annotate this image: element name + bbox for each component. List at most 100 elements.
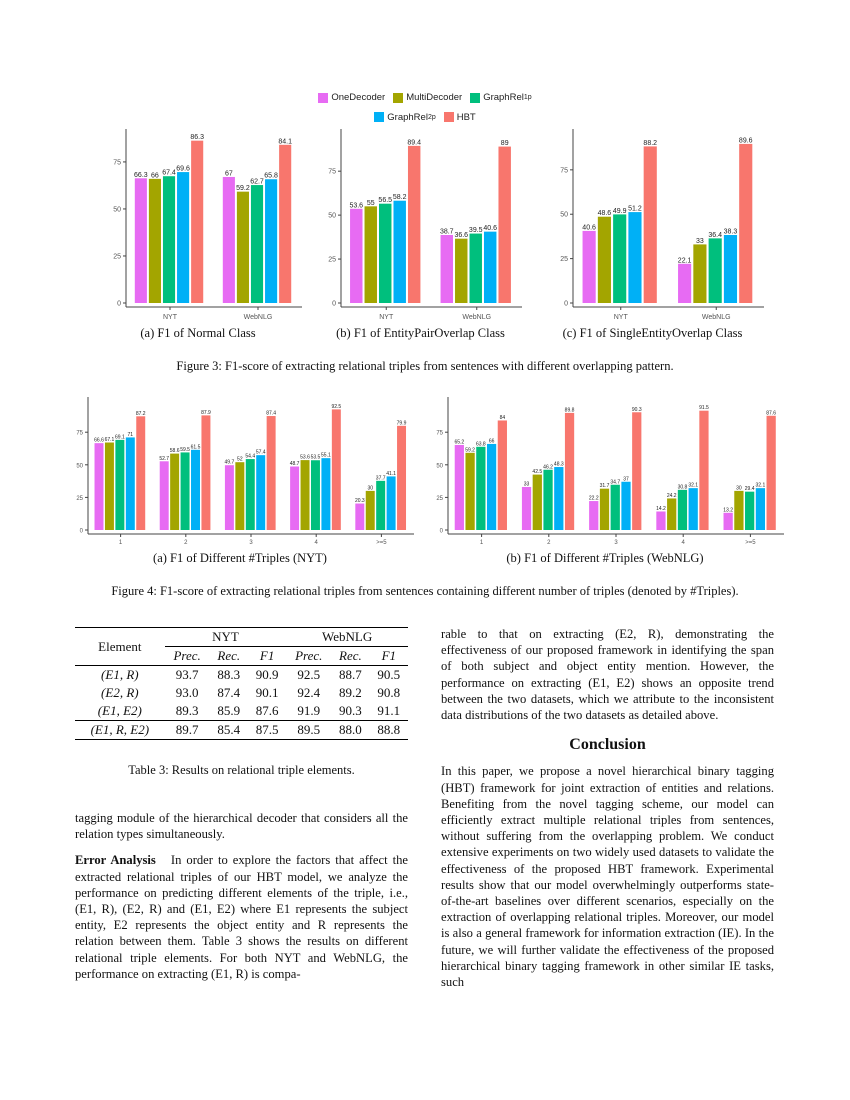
y-tick-label: 0 [117,301,121,308]
y-tick-label: 75 [76,431,83,437]
bar-hbt [407,145,421,303]
y-tick-label: 0 [564,301,568,308]
figure3-caption: Figure 3: F1-score of extracting relatio… [176,359,674,373]
bar-hbt [201,415,211,530]
data-label: 30 [367,485,373,491]
data-label: 30.8 [678,484,688,490]
bar-graphrel2p [256,455,266,530]
data-label: 49.7 [225,460,235,466]
data-label: 53.6 [300,455,310,461]
bar-graphrel2p [386,476,396,530]
x-tick-label: 3 [249,540,253,546]
bar-onedecoder [355,503,365,530]
data-label: 40.6 [483,225,497,232]
bar-hbt [699,410,709,530]
bar-onedecoder [656,511,666,530]
data-label: 59.5 [180,447,190,453]
legend-subscript: 2p [427,113,436,121]
bar-multidecoder [532,474,542,530]
data-label: 66.6 [94,438,104,444]
bar-multidecoder [148,178,161,303]
data-label: 87.9 [201,410,211,416]
bar-graphrel2p [723,234,738,303]
bar-graphrel2p [321,458,331,530]
x-tick-label: WebNLG [244,314,273,321]
data-label: 53.5 [311,455,321,461]
data-label: 34.7 [610,479,620,485]
subheader: Prec. [295,648,323,663]
y-tick-label: 75 [436,431,443,437]
data-label: 87.6 [766,410,776,416]
results-table: Element NYT WebNLG Prec. Rec. F1 Prec. R… [75,627,408,740]
bar-hbt [498,146,511,303]
table-cell: 90.5 [377,667,401,682]
group-header: WebNLG [286,627,408,647]
bar-onedecoder [94,443,104,530]
data-label: 89 [501,140,509,147]
subheader: Prec. [173,648,201,663]
data-label: 59.2 [236,185,250,192]
data-label: 86.3 [190,134,204,141]
data-label: 36.4 [708,232,722,239]
section-heading: Error Analysis [75,853,156,868]
legend-label: MultiDecoder [406,92,463,103]
bar-graphrel1p [245,459,255,530]
data-label: 71 [128,432,134,438]
data-label: 39.5 [469,227,483,234]
paragraph: In this paper, we propose a novel hierar… [441,764,774,990]
subheader: F1 [381,648,397,663]
bar-graphrel1p [543,469,553,530]
paragraph: rable to that on extracting (E2, R), dem… [441,627,774,723]
y-tick-label: 0 [80,529,84,535]
bar-graphrel1p [115,439,125,530]
y-tick-label: 50 [436,463,443,469]
chart-fig4a: 0 25 50 75 66.6 67.1 69.1 71 87.2 1 52.758.6 59.5 61… [76,397,414,546]
bar-multidecoder [104,442,114,530]
chart-fig3a: 0 25 50 75 66.3 66 67.469.6 86.3 NYT 67 59.262.765… [113,129,302,321]
data-label: 37 [623,476,629,482]
bar-multidecoder [365,490,375,530]
table-caption: Table 3: Results on relational triple el… [128,763,355,777]
right-column: rable to that on extracting (E2, R), dem… [441,626,774,990]
table-row: (E1, R, E2) 89.7 85.4 87.5 89.5 88.0 88.8 [75,720,408,740]
y-tick-label: 50 [76,463,83,469]
table-cell: 87.5 [255,722,279,737]
chart-fig3b: 0 25 50 75 53.6 55 56.5 58.2 89.4 NYT 38.736.639.5… [328,129,522,321]
bar-onedecoder [589,501,599,530]
data-label: 63.8 [476,441,486,447]
data-label: 40.6 [582,224,596,231]
table-cell: 89.2 [339,685,362,700]
table-cell: 85.4 [217,722,241,737]
bar-hbt [136,416,146,530]
x-tick-label: NYT [379,314,394,321]
bar-graphrel1p [379,203,392,303]
x-tick-label: 1 [119,540,123,546]
paragraph: tagging module of the hierarchical decod… [75,811,408,842]
table-cell: 88.3 [217,667,241,682]
bar-graphrel2p [628,212,642,303]
bar-multidecoder [693,244,707,303]
bar-multidecoder [599,488,610,530]
data-label: 92.5 [331,404,341,410]
x-tick-label: WebNLG [702,314,731,321]
data-label: 56.5 [378,197,392,204]
data-label: 36.6 [454,232,468,239]
legend-label: GraphRel [483,92,524,103]
bar-multidecoder [364,206,377,303]
data-label: 42.5 [532,469,542,475]
subheader: F1 [259,648,275,663]
x-tick-label: >=5 [376,540,387,546]
bar-graphrel2p [125,437,135,530]
data-label: 33 [696,238,704,245]
y-tick-label: 50 [113,206,121,213]
data-label: 38.3 [724,228,738,235]
bar-graphrel1p [310,460,320,530]
x-tick-label: >=5 [745,540,756,546]
bar-graphrel2p [621,481,631,530]
y-tick-label: 75 [328,169,336,176]
data-label: 67 [225,170,233,177]
x-tick-label: WebNLG [462,314,491,321]
y-tick-label: 25 [113,253,121,260]
bar-hbt [632,412,642,530]
